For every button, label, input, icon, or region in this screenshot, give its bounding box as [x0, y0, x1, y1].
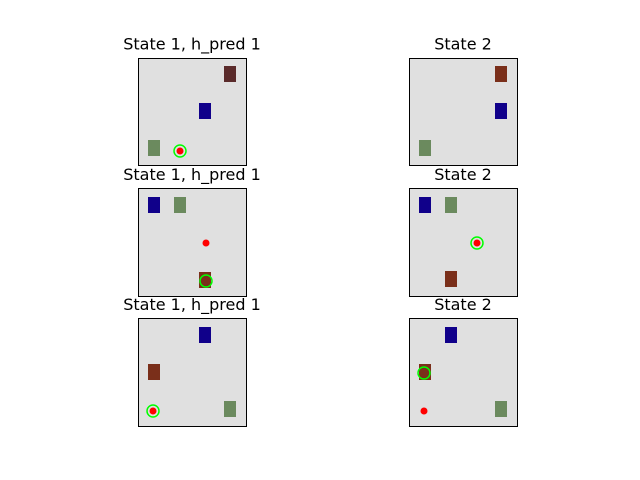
green-block: [224, 401, 236, 417]
brown-block: [495, 66, 507, 82]
goal-ring-marker: [470, 236, 484, 250]
brown-block: [148, 364, 160, 380]
blue-block: [419, 197, 431, 213]
panel-row3-left: State 1, h_pred 1: [123, 295, 261, 427]
panel-title: State 1, h_pred 1: [123, 165, 261, 185]
panel-row1-left: State 1, h_pred 1: [123, 35, 261, 166]
panel-title: State 2: [434, 165, 492, 184]
agent-dot-marker: [473, 239, 481, 247]
agent-dot-marker: [176, 147, 184, 155]
agent-dot-marker: [149, 407, 157, 415]
maroon-block: [224, 66, 236, 82]
panel-title: State 1, h_pred 1: [123, 35, 261, 55]
goal-ring-marker: [417, 366, 431, 380]
panel-row2-left: State 1, h_pred 1: [123, 165, 261, 297]
panel-row2-right: State 2: [409, 165, 518, 297]
blue-block: [199, 327, 211, 343]
blue-block: [148, 197, 160, 213]
green-block: [174, 197, 186, 213]
panel-row3-right: State 2: [409, 295, 518, 427]
green-block: [148, 140, 160, 156]
green-block: [445, 197, 457, 213]
goal-ring-marker: [199, 274, 213, 288]
agent-dot-marker: [420, 407, 428, 415]
brown-block: [445, 271, 457, 287]
blue-block: [445, 327, 457, 343]
panel-title: State 2: [434, 295, 492, 314]
panel-row1-right: State 2: [409, 35, 518, 166]
panel-title: State 1, h_pred 1: [123, 295, 261, 315]
goal-ring-marker: [146, 404, 160, 418]
blue-block: [199, 103, 211, 119]
panel-title: State 2: [434, 35, 492, 54]
green-block: [495, 401, 507, 417]
goal-ring-marker: [173, 144, 187, 158]
green-block: [419, 140, 431, 156]
blue-block: [495, 103, 507, 119]
agent-dot-marker: [202, 239, 210, 247]
